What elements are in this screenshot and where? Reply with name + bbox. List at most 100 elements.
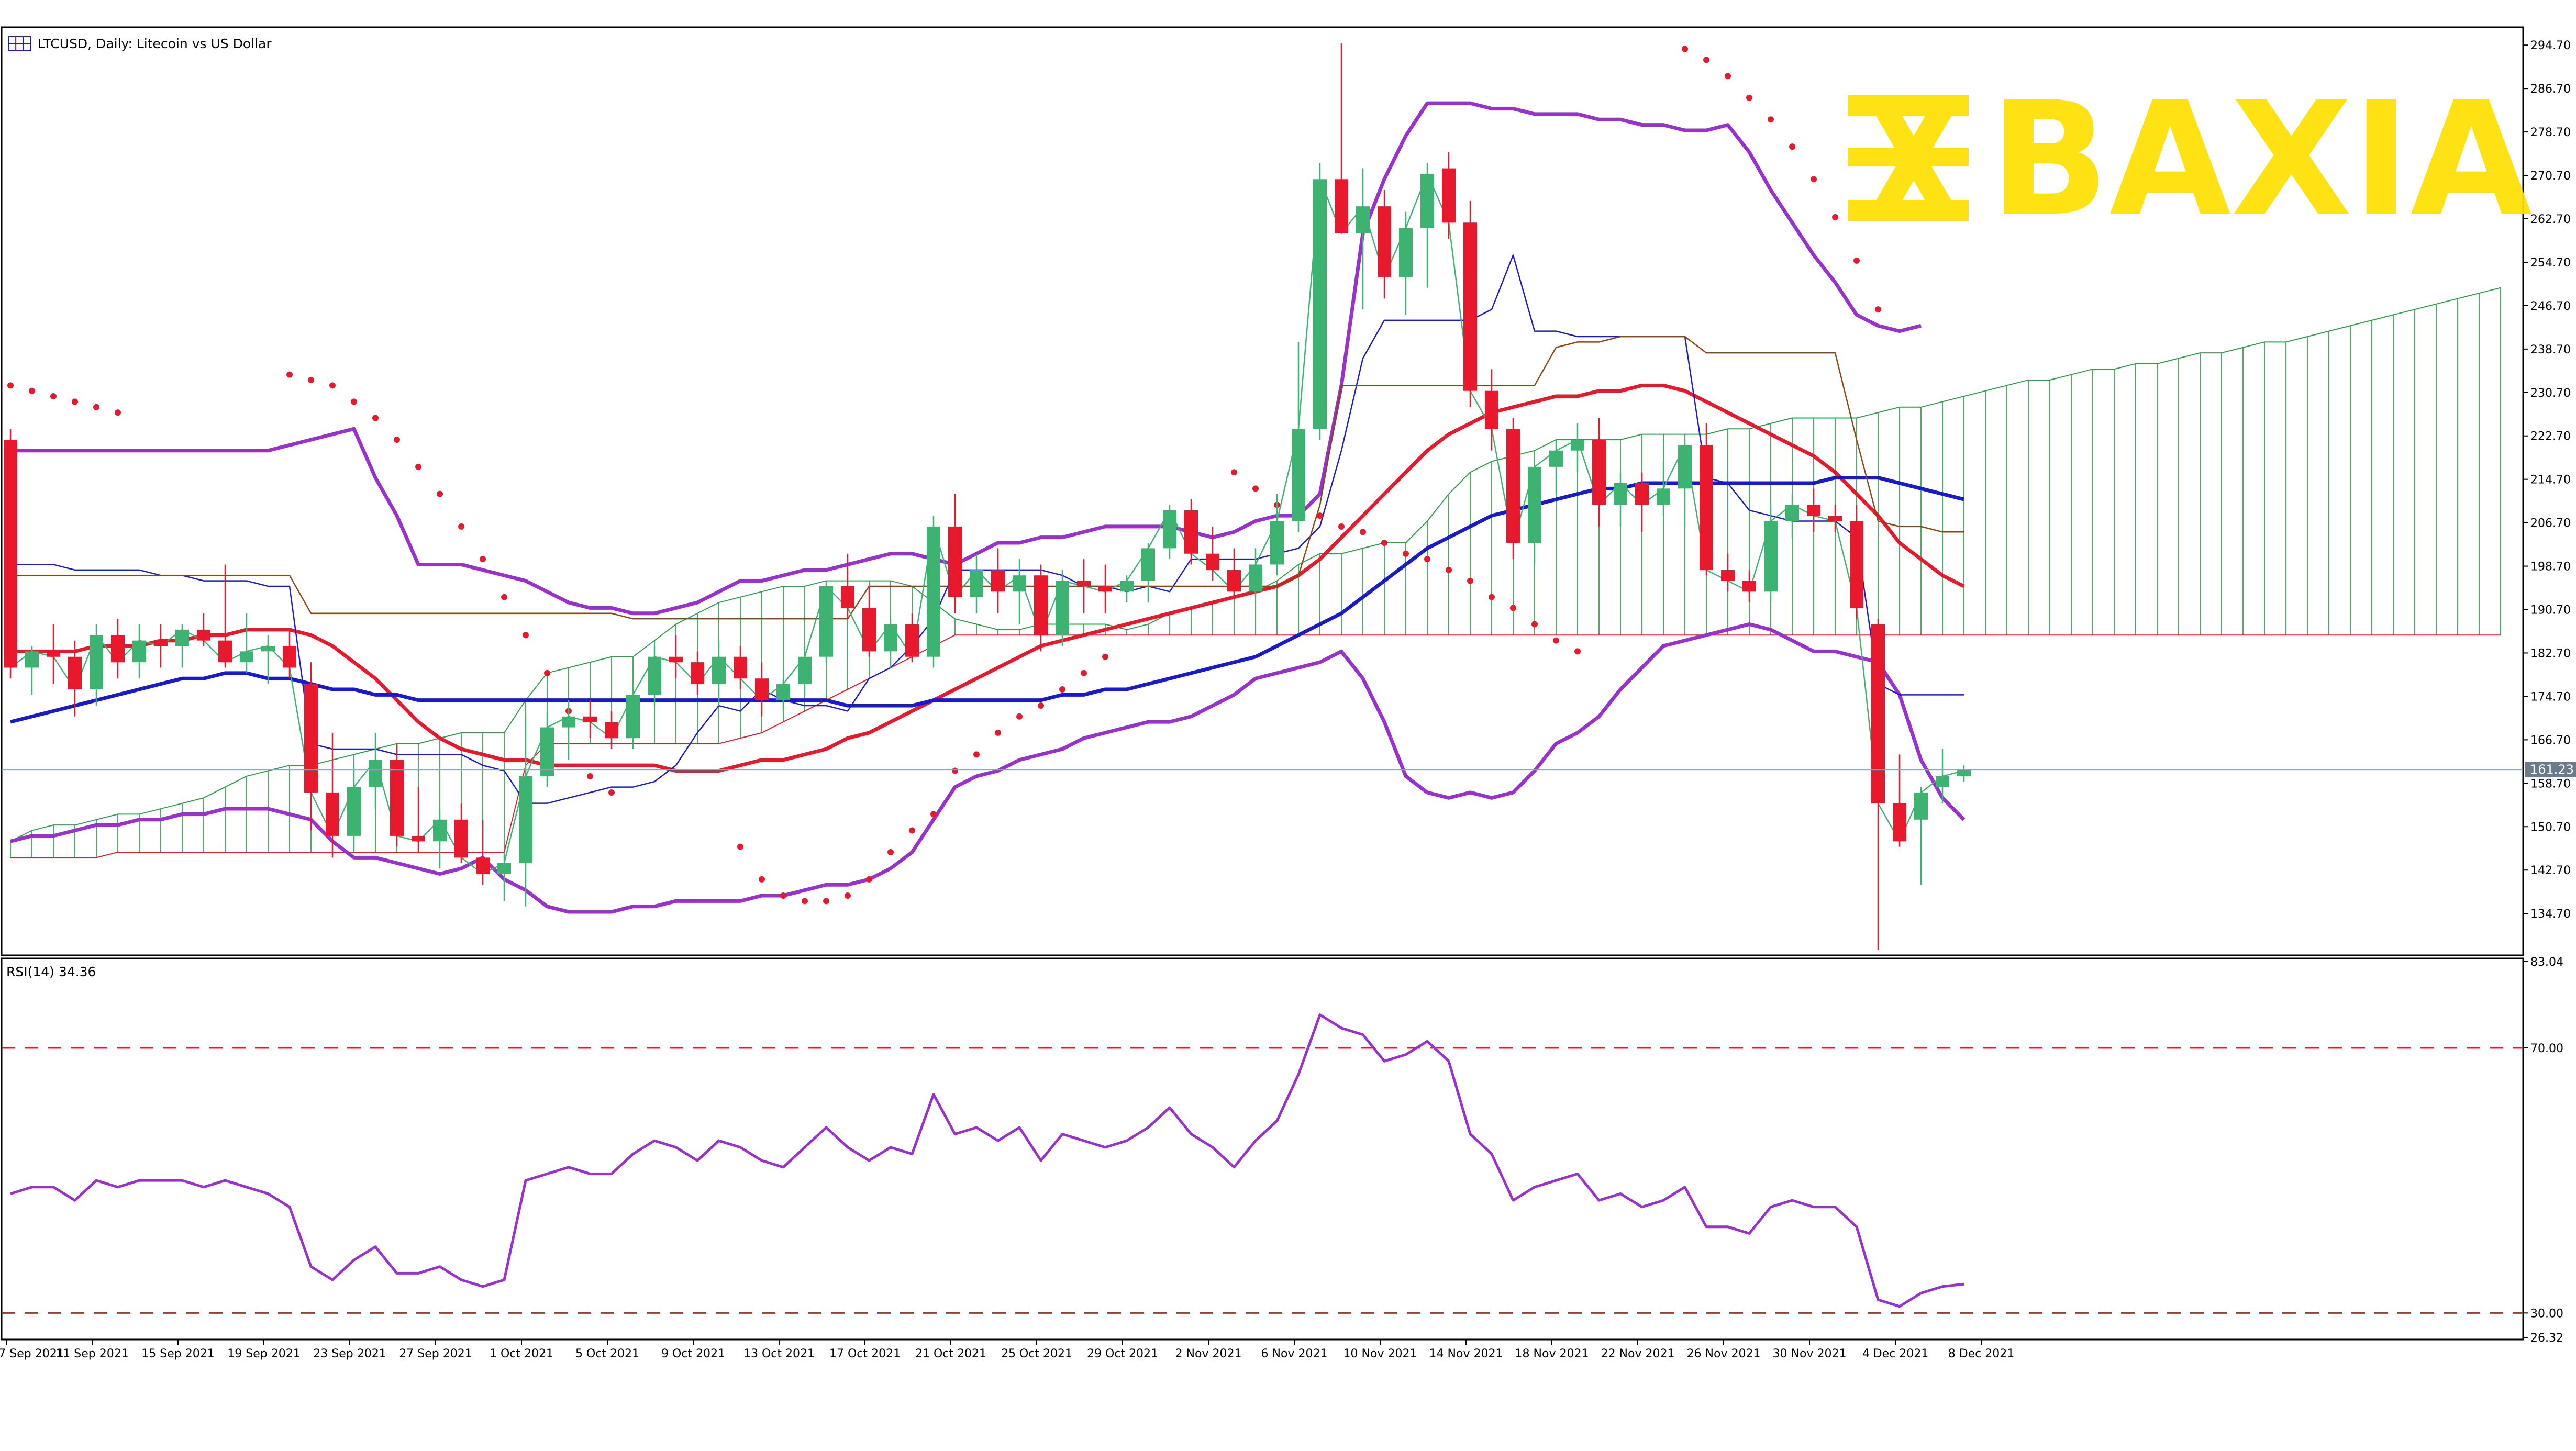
sar-dot [1059, 686, 1065, 693]
candle-body [905, 624, 919, 657]
candle-body [1163, 510, 1176, 549]
candle-body [347, 787, 361, 836]
candle-body [1785, 505, 1799, 521]
sar-dot [286, 371, 293, 378]
candle-body [1141, 548, 1155, 581]
candle-body [454, 819, 468, 858]
y-tick-label: 222.70 [2530, 430, 2571, 443]
x-tick-label: 9 Oct 2021 [661, 1347, 725, 1360]
sar-dot [845, 892, 851, 899]
candle-body [626, 695, 640, 739]
candle-body [47, 651, 60, 657]
candle-body [862, 608, 876, 652]
candle-body [1871, 624, 1885, 803]
sar-dot [823, 898, 829, 905]
x-tick-label: 1 Oct 2021 [490, 1347, 553, 1360]
candle-body [884, 624, 897, 652]
y-tick-label: 214.70 [2530, 474, 2571, 487]
candle-body [261, 646, 275, 652]
candle-body [1056, 581, 1069, 635]
y-tick-label: 158.70 [2530, 777, 2571, 790]
sar-dot [1875, 306, 1881, 313]
x-tick-label: 2 Nov 2021 [1175, 1347, 1242, 1360]
x-tick-label: 23 Sep 2021 [313, 1347, 386, 1360]
sar-dot [1231, 469, 1237, 476]
candle-body [841, 586, 854, 608]
sar-dot [329, 382, 336, 389]
candle-body [1098, 586, 1112, 592]
x-tick-label: 17 Oct 2021 [829, 1347, 901, 1360]
x-tick-label: 10 Nov 2021 [1343, 1347, 1417, 1360]
rsi-line [10, 1013, 1964, 1308]
candle-body [240, 651, 253, 663]
x-tick-label: 13 Oct 2021 [743, 1347, 815, 1360]
x-tick-label: 29 Oct 2021 [1087, 1347, 1158, 1360]
y-tick-label: 262.70 [2530, 213, 2571, 226]
x-tick-label: 26 Nov 2021 [1687, 1347, 1761, 1360]
candle-body [1013, 575, 1026, 592]
ichimoku-kijun-line [10, 336, 1964, 620]
x-tick-label: 18 Nov 2021 [1515, 1347, 1589, 1360]
candle-body [1077, 581, 1091, 586]
sar-dot [1553, 637, 1559, 644]
y-tick-label: 182.70 [2530, 647, 2571, 660]
sar-dot [1424, 556, 1430, 563]
candle-body [991, 570, 1005, 592]
candle-body [111, 635, 125, 663]
x-tick-label: 4 Dec 2021 [1862, 1347, 1929, 1360]
candle-body [154, 640, 168, 646]
candle-body [497, 863, 511, 874]
sar-dot [1446, 566, 1452, 573]
sar-dot [501, 594, 507, 600]
x-tick-label: 5 Oct 2021 [575, 1347, 639, 1360]
x-tick-label: 11 Sep 2021 [55, 1347, 128, 1360]
sar-dot [909, 827, 915, 834]
sar-dot [973, 751, 980, 758]
candle-body [562, 716, 575, 728]
sar-dot [802, 898, 808, 905]
rsi-panel [2, 1013, 2523, 1314]
y-tick-label: 150.70 [2530, 821, 2571, 834]
candle-body [1313, 179, 1327, 429]
current-price-tag: 161.23 [2525, 762, 2576, 778]
bollinger-line [10, 101, 1922, 616]
sar-dot [1832, 214, 1838, 220]
sar-dot [995, 729, 1001, 736]
candle-body [1270, 521, 1284, 565]
y-tick-label: 134.70 [2530, 908, 2571, 921]
candle-body [691, 662, 704, 684]
x-tick-label: 25 Oct 2021 [1001, 1347, 1072, 1360]
candle-body [1893, 803, 1906, 842]
candle-body [1571, 440, 1584, 451]
candle-body [1657, 488, 1670, 505]
y-tick-label: 230.70 [2530, 387, 2571, 400]
sar-dot [587, 773, 593, 779]
sar-dot [1338, 523, 1345, 530]
candle-body [519, 776, 532, 863]
candle-body [433, 819, 447, 842]
sar-dot [372, 415, 379, 421]
bollinger-line [10, 622, 1966, 914]
candle-body [68, 656, 82, 689]
sar-dot [952, 767, 958, 774]
candle-body [1678, 445, 1692, 489]
y-tick-label: 190.70 [2530, 604, 2571, 617]
sar-dot [7, 382, 14, 389]
sar-dot [1510, 605, 1516, 611]
sar-dot [115, 409, 121, 416]
sar-dot [308, 376, 314, 383]
sar-dot [780, 892, 786, 899]
sar-dot [29, 387, 35, 394]
x-tick-label: 15 Sep 2021 [141, 1347, 214, 1360]
x-tick-label: 21 Oct 2021 [915, 1347, 986, 1360]
sar-dot [1038, 702, 1044, 709]
rsi-y-tick-label: 26.32 [2530, 1332, 2563, 1345]
axes: 294.70 286.70 278.70 270.70 262.70 254.70 246.… [0, 39, 2571, 1360]
sar-dot [1381, 540, 1387, 546]
y-tick-label: 174.70 [2530, 690, 2571, 704]
sar-dot [887, 849, 894, 855]
sar-dot [608, 789, 615, 796]
baxia-emblem-icon [1848, 95, 1969, 221]
candle-body [25, 651, 39, 668]
